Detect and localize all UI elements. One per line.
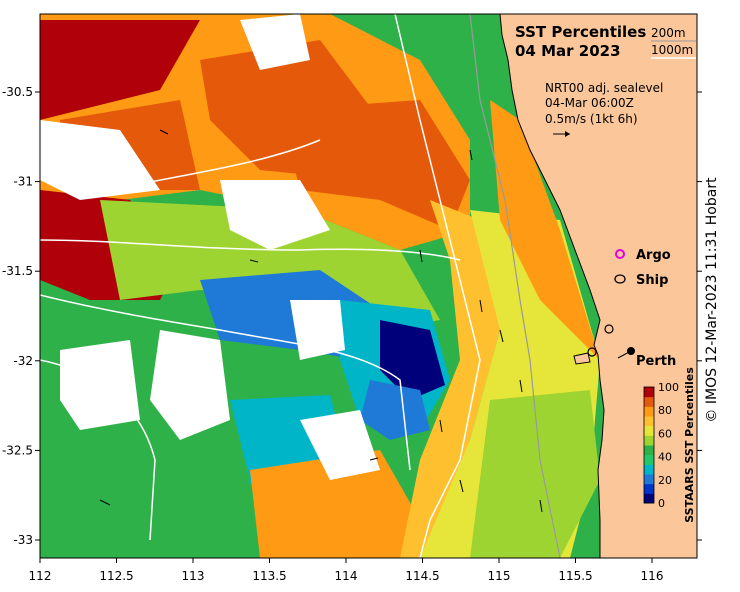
contour-200m bbox=[469, 14, 561, 558]
x-tick-label: 116 bbox=[641, 569, 664, 583]
copyright-text: © IMOS 12-Mar-2023 11:31 Hobart bbox=[704, 177, 720, 423]
y-tick-label: -32.5 bbox=[2, 443, 33, 457]
y-axis: -30.5 -31 -31.5 -32 -32.5 -33 bbox=[2, 85, 702, 547]
colorbar-swatch bbox=[644, 464, 654, 475]
argo-marker-icon bbox=[615, 249, 625, 259]
contour-label-200m: 200m bbox=[651, 26, 686, 40]
colorbar-ticks: 100 80 60 40 20 0 bbox=[658, 381, 679, 510]
colorbar-swatch bbox=[644, 474, 654, 485]
contour-label-1000m: 1000m bbox=[651, 43, 693, 57]
x-axis: 112 112.5 113 113.5 114 114.5 115 115.5 116 bbox=[29, 558, 664, 583]
colorbar-swatch bbox=[644, 396, 654, 407]
colorbar-swatch bbox=[644, 387, 654, 398]
colorbar-swatch bbox=[644, 483, 654, 494]
current-note-line2: 04-Mar 06:00Z bbox=[545, 96, 634, 110]
map-plot-area bbox=[40, 14, 697, 558]
y-tick-label: -30.5 bbox=[2, 85, 33, 99]
colorbar-swatch bbox=[644, 406, 654, 417]
colorbar-swatch bbox=[644, 493, 654, 504]
colorbar-swatch bbox=[644, 445, 654, 456]
current-note-line1: NRT00 adj. sealevel bbox=[545, 81, 663, 95]
colorbar-tick-label: 80 bbox=[658, 404, 672, 417]
x-tick-label: 112.5 bbox=[99, 569, 133, 583]
current-note-line3: 0.5m/s (1kt 6h) bbox=[545, 112, 638, 126]
colorbar-swatch bbox=[644, 435, 654, 446]
contour-1000m bbox=[394, 14, 481, 558]
ship-label: Ship bbox=[636, 273, 668, 288]
colorbar-swatch bbox=[644, 416, 654, 427]
colorbar bbox=[644, 387, 654, 504]
argo-label: Argo bbox=[636, 248, 671, 263]
place-label-perth: Perth bbox=[636, 354, 676, 369]
y-tick-label: -32 bbox=[13, 354, 33, 368]
x-tick-label: 113.5 bbox=[252, 569, 286, 583]
y-tick-label: -31.5 bbox=[2, 264, 33, 278]
y-tick-label: -31 bbox=[13, 175, 33, 189]
map-title: SST Percentiles bbox=[515, 23, 646, 41]
colorbar-swatch bbox=[644, 425, 654, 436]
x-tick-label: 112 bbox=[29, 569, 52, 583]
colorbar-tick-label: 100 bbox=[658, 381, 679, 394]
current-vectors bbox=[99, 129, 543, 513]
colorbar-swatch bbox=[644, 454, 654, 465]
current-scale-arrow bbox=[553, 131, 570, 137]
y-tick-label: -33 bbox=[13, 533, 33, 547]
colorbar-tick-label: 60 bbox=[658, 427, 672, 440]
sst-field bbox=[40, 14, 600, 558]
x-tick-label: 115 bbox=[488, 569, 511, 583]
x-tick-label: 113 bbox=[182, 569, 205, 583]
colorbar-tick-label: 20 bbox=[658, 474, 672, 487]
colorbar-title: SSTAARS SST Percentiles bbox=[683, 367, 696, 523]
x-tick-label: 114 bbox=[335, 569, 358, 583]
x-tick-label: 114.5 bbox=[405, 569, 439, 583]
colorbar-tick-label: 40 bbox=[658, 451, 672, 464]
map-date: 04 Mar 2023 bbox=[515, 42, 621, 60]
colorbar-tick-label: 0 bbox=[658, 497, 665, 510]
ship-marker-icon bbox=[614, 274, 626, 284]
map-frame bbox=[39, 13, 698, 559]
x-tick-label: 115.5 bbox=[558, 569, 592, 583]
